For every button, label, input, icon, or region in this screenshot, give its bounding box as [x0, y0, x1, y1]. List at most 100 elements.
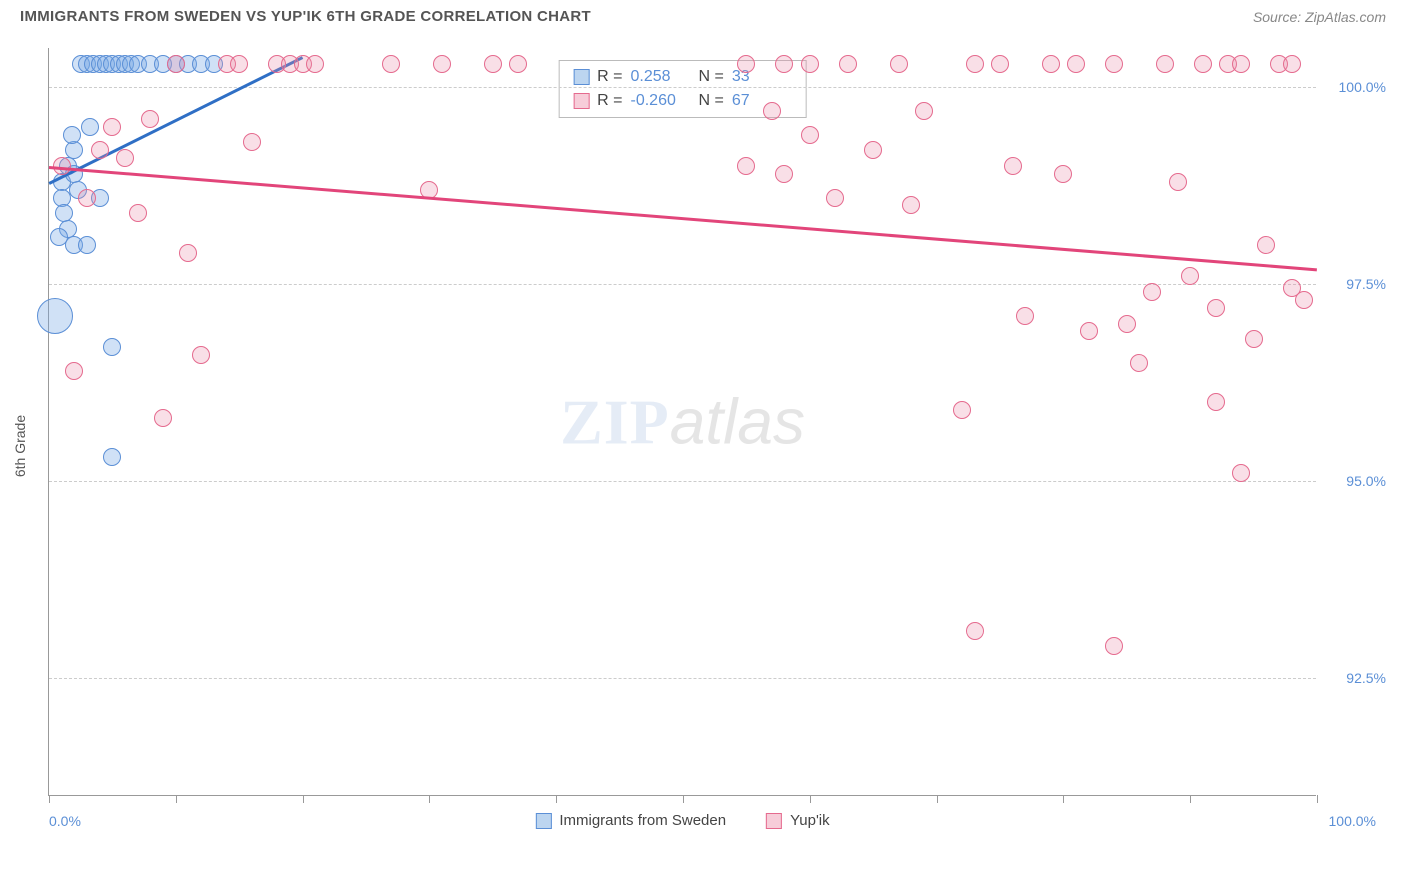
x-tick: [810, 795, 811, 803]
x-tick: [176, 795, 177, 803]
data-point: [737, 55, 755, 73]
data-point: [1283, 55, 1301, 73]
x-tick: [1190, 795, 1191, 803]
data-point: [1194, 55, 1212, 73]
data-point: [50, 228, 68, 246]
legend-swatch: [573, 69, 589, 85]
data-point: [1016, 307, 1034, 325]
data-point: [65, 362, 83, 380]
data-point: [484, 55, 502, 73]
data-point: [37, 298, 73, 334]
data-point: [1232, 464, 1250, 482]
data-point: [1042, 55, 1060, 73]
data-point: [775, 165, 793, 183]
data-point: [179, 244, 197, 262]
data-point: [1054, 165, 1072, 183]
data-point: [775, 55, 793, 73]
data-point: [103, 118, 121, 136]
x-axis-max-label: 100.0%: [1329, 813, 1376, 829]
x-tick: [1317, 795, 1318, 803]
legend-label: Immigrants from Sweden: [559, 812, 726, 829]
data-point: [103, 338, 121, 356]
data-point: [509, 55, 527, 73]
bottom-legend: Immigrants from Sweden Yup'ik: [535, 812, 829, 829]
data-point: [1232, 55, 1250, 73]
data-point: [167, 55, 185, 73]
y-tick-label: 92.5%: [1326, 670, 1386, 686]
legend-item: Immigrants from Sweden: [535, 812, 726, 829]
data-point: [103, 448, 121, 466]
legend-swatch: [535, 813, 551, 829]
watermark-zip: ZIP: [560, 386, 670, 457]
data-point: [78, 236, 96, 254]
data-point: [1245, 330, 1263, 348]
data-point: [1004, 157, 1022, 175]
data-point: [864, 141, 882, 159]
x-tick: [937, 795, 938, 803]
data-point: [915, 102, 933, 120]
data-point: [1105, 55, 1123, 73]
data-point: [129, 204, 147, 222]
data-point: [382, 55, 400, 73]
data-point: [1257, 236, 1275, 254]
y-tick-label: 100.0%: [1326, 79, 1386, 95]
watermark: ZIPatlas: [560, 384, 805, 459]
data-point: [966, 622, 984, 640]
data-point: [737, 157, 755, 175]
data-point: [801, 55, 819, 73]
data-point: [1207, 393, 1225, 411]
y-tick-label: 97.5%: [1326, 276, 1386, 292]
watermark-atlas: atlas: [670, 385, 805, 457]
n-label: N =: [699, 65, 724, 89]
data-point: [63, 126, 81, 144]
x-tick: [49, 795, 50, 803]
data-point: [801, 126, 819, 144]
scatter-chart: ZIPatlas 0.0% 100.0% Immigrants from Swe…: [48, 48, 1316, 796]
data-point: [81, 118, 99, 136]
data-point: [91, 141, 109, 159]
x-tick: [556, 795, 557, 803]
data-point: [1169, 173, 1187, 191]
data-point: [966, 55, 984, 73]
correlation-legend-row: R =-0.260N =67: [573, 89, 792, 113]
data-point: [839, 55, 857, 73]
r-value: -0.260: [631, 89, 691, 113]
data-point: [306, 55, 324, 73]
chart-title: IMMIGRANTS FROM SWEDEN VS YUP'IK 6TH GRA…: [20, 8, 591, 25]
data-point: [65, 141, 83, 159]
r-label: R =: [597, 89, 622, 113]
legend-item: Yup'ik: [766, 812, 830, 829]
x-tick: [303, 795, 304, 803]
data-point: [1130, 354, 1148, 372]
data-point: [953, 401, 971, 419]
data-point: [1067, 55, 1085, 73]
x-tick: [1063, 795, 1064, 803]
source-label: Source: ZipAtlas.com: [1253, 9, 1386, 25]
legend-label: Yup'ik: [790, 812, 830, 829]
gridline: [49, 678, 1316, 679]
data-point: [1143, 283, 1161, 301]
data-point: [763, 102, 781, 120]
r-label: R =: [597, 65, 622, 89]
data-point: [230, 55, 248, 73]
gridline: [49, 481, 1316, 482]
data-point: [902, 196, 920, 214]
data-point: [1118, 315, 1136, 333]
data-point: [141, 110, 159, 128]
regression-line: [49, 166, 1317, 271]
y-tick-label: 95.0%: [1326, 473, 1386, 489]
gridline: [49, 284, 1316, 285]
data-point: [1295, 291, 1313, 309]
data-point: [116, 149, 134, 167]
data-point: [826, 189, 844, 207]
data-point: [1080, 322, 1098, 340]
data-point: [243, 133, 261, 151]
r-value: 0.258: [631, 65, 691, 89]
n-label: N =: [699, 89, 724, 113]
legend-swatch: [766, 813, 782, 829]
x-tick: [683, 795, 684, 803]
data-point: [1105, 637, 1123, 655]
data-point: [78, 189, 96, 207]
data-point: [433, 55, 451, 73]
correlation-legend-row: R =0.258N =33: [573, 65, 792, 89]
